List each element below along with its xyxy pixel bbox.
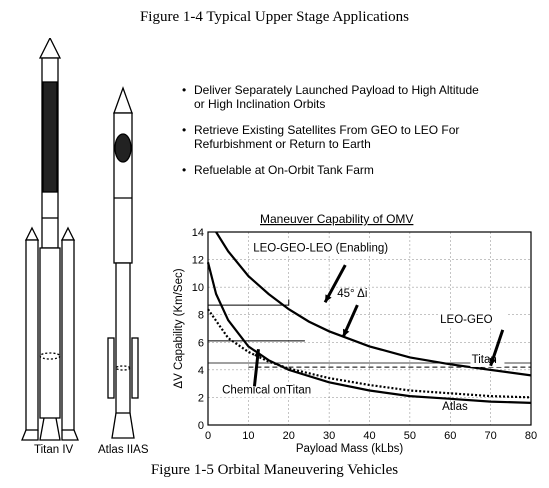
titan-iv-rocket — [21, 38, 79, 441]
arrow-head-icon — [489, 357, 497, 366]
annotation-atlas: Atlas — [442, 401, 468, 413]
annotation-chemical: Chemical onTitan — [222, 384, 311, 396]
bullet-line: or High Inclination Orbits — [194, 97, 326, 111]
figure-caption: Figure 1-5 Orbital Maneuvering Vehicles — [150, 462, 399, 478]
chart-title: Maneuver Capability of OMV — [260, 212, 413, 226]
figure-title: Figure 1-4 Typical Upper Stage Applicati… — [139, 9, 410, 25]
x-axis-label: Payload Mass (kLbs) — [296, 443, 404, 455]
annotation-bg — [438, 311, 507, 327]
x-tick-label: 60 — [444, 430, 456, 442]
x-tick-label: 20 — [283, 430, 295, 442]
bullet-item: • Refuelable at On-Orbit Tank Farm — [182, 163, 542, 177]
y-tick-label: 6 — [198, 337, 204, 349]
y-tick-label: 12 — [192, 255, 204, 267]
y-tick-label: 0 — [198, 420, 204, 432]
y-axis-label: ΔV Capability (Km/Sec) — [173, 268, 185, 388]
bullet-dot-icon: • — [182, 123, 187, 137]
x-tick-label: 10 — [242, 430, 254, 442]
y-tick-label: 8 — [198, 310, 204, 322]
annotation-bg — [470, 351, 505, 367]
arrow-head-icon — [343, 328, 350, 337]
bullet-dot-icon: • — [182, 163, 187, 177]
bullet-item: • Retrieve Existing Satellites From GEO … — [182, 123, 542, 151]
annotation-bg — [220, 382, 325, 398]
bullet-dot-icon: • — [182, 83, 187, 97]
x-tick-label: 50 — [404, 430, 416, 442]
bullet-line: Refuelable at On-Orbit Tank Farm — [194, 163, 374, 177]
rockets-illustration — [21, 38, 139, 441]
titan-iv-label: Titan IV — [34, 444, 74, 456]
x-tick-label: 80 — [525, 430, 537, 442]
series-line — [215, 231, 532, 377]
y-tick-label: 2 — [198, 392, 204, 404]
x-tick-label: 40 — [363, 430, 375, 442]
x-tick-label: 0 — [205, 430, 211, 442]
annotation-inclination: 45° Δi — [337, 288, 367, 300]
x-tick-label: 70 — [485, 430, 497, 442]
arrow-head-icon — [325, 294, 332, 303]
y-tick-label: 4 — [198, 365, 204, 377]
bullet-line: Refurbishment or Return to Earth — [194, 137, 371, 151]
bullet-line: Deliver Separately Launched Payload to H… — [194, 83, 479, 97]
bullet-line: Retrieve Existing Satellites From GEO to… — [194, 123, 460, 137]
y-tick-label: 10 — [192, 282, 204, 294]
annotation-bg — [252, 240, 403, 256]
bullet-list: • Deliver Separately Launched Payload to… — [182, 83, 542, 189]
plot-frame — [207, 231, 532, 426]
atlas-iias-rocket — [107, 86, 139, 439]
y-tick-label: 14 — [192, 227, 204, 239]
series-line — [207, 308, 532, 399]
atlas-iias-label: Atlas IIAS — [98, 444, 149, 456]
series-line — [206, 262, 532, 404]
reference-line — [208, 299, 290, 306]
annotation-leo-geo: LEO-GEO — [440, 314, 492, 326]
arrow-head-icon — [254, 349, 262, 357]
annotation-leo-geo-leo: LEO-GEO-LEO (Enabling) — [253, 242, 388, 254]
bullet-item: • Deliver Separately Launched Payload to… — [182, 83, 542, 111]
x-tick-label: 30 — [323, 430, 335, 442]
